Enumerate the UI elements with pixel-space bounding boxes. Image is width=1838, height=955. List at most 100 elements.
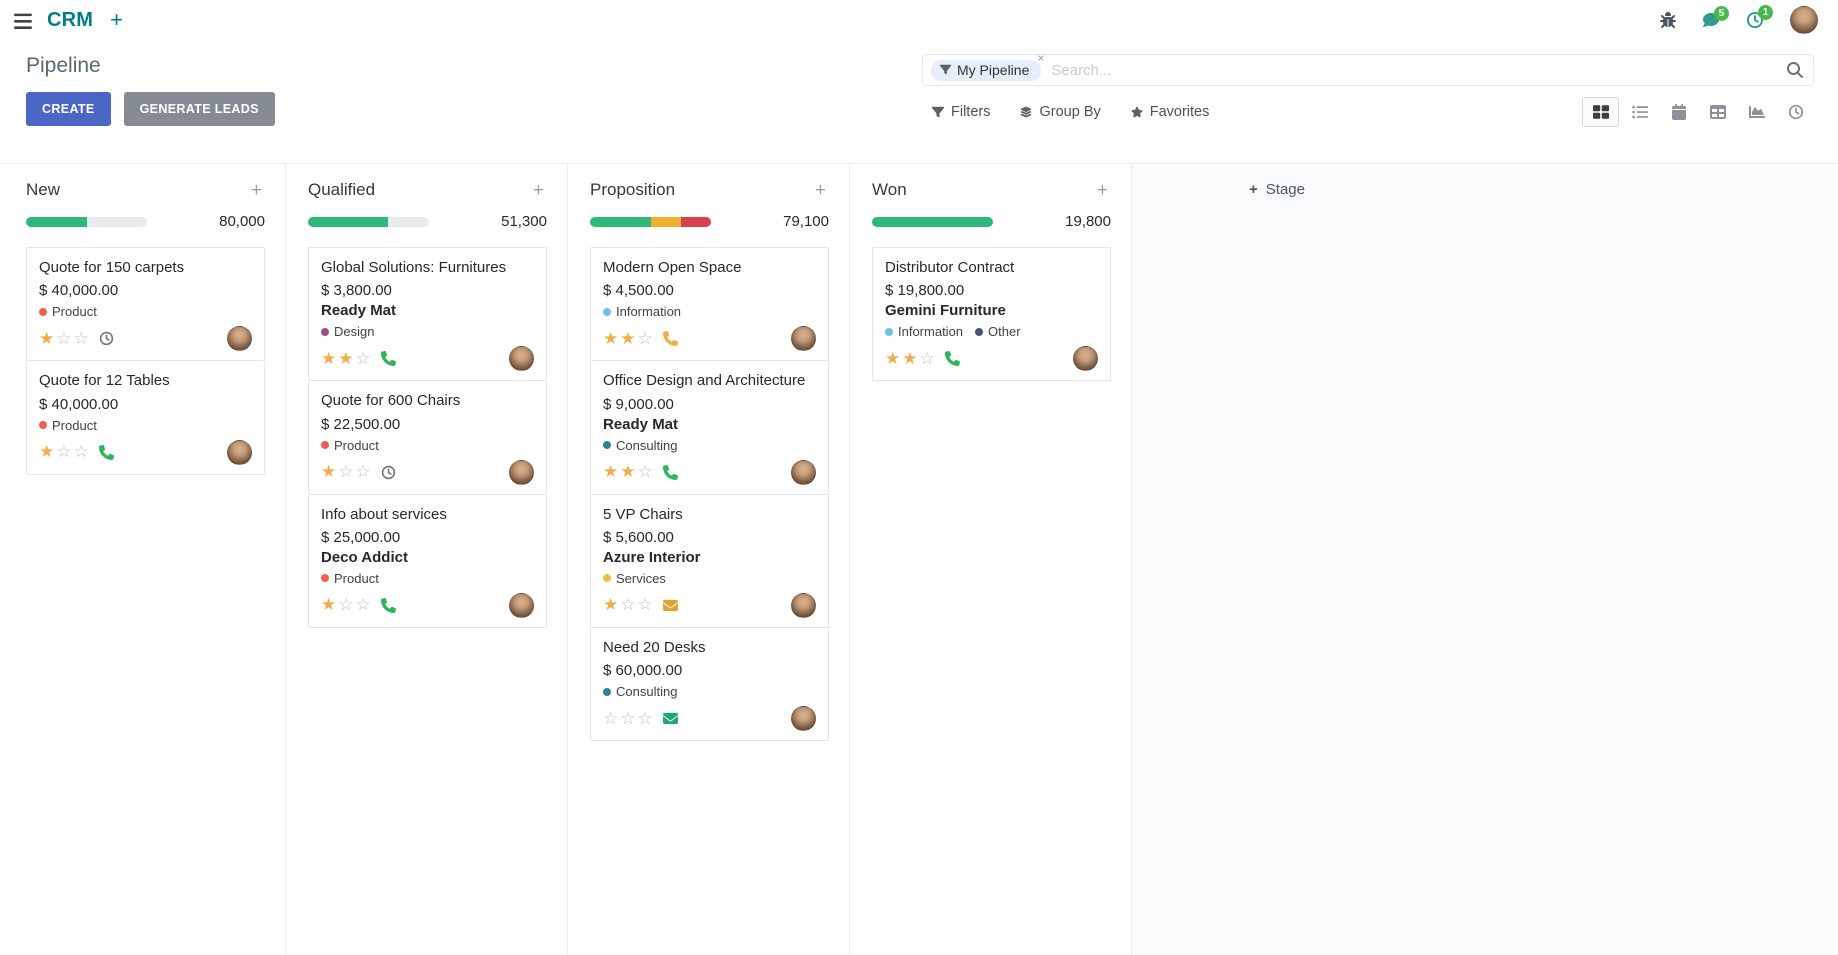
activity-phone-button[interactable] <box>662 331 678 347</box>
activity-phone-button[interactable] <box>380 597 396 613</box>
user-avatar <box>1790 6 1818 34</box>
priority-star[interactable]: ★ <box>39 328 55 348</box>
search-button[interactable] <box>1787 62 1803 78</box>
kanban-card[interactable]: Modern Open Space $ 4,500.00 Information… <box>590 247 829 362</box>
search-icon <box>1787 62 1803 78</box>
column-header: Proposition + <box>590 180 829 200</box>
priority-star[interactable]: ★ <box>338 348 354 368</box>
progress-segment[interactable] <box>680 216 711 227</box>
priority-star[interactable]: ★ <box>603 595 619 615</box>
priority-star[interactable]: ★ <box>39 442 55 461</box>
debug-button[interactable] <box>1660 12 1676 28</box>
view-switch-pivot-button[interactable] <box>1699 97 1736 127</box>
user-menu-button[interactable] <box>1790 6 1818 34</box>
priority-star[interactable]: ★ <box>902 348 918 368</box>
priority-star[interactable]: ☆ <box>56 442 72 461</box>
kanban-card[interactable]: 5 VP Chairs $ 5,600.00 Azure Interior Se… <box>590 494 829 628</box>
progress-segment[interactable] <box>650 216 681 227</box>
favorites-button[interactable]: Favorites <box>1131 104 1209 120</box>
priority-star[interactable]: ★ <box>885 348 901 368</box>
column-progressbar[interactable] <box>26 216 147 227</box>
priority-star[interactable]: ☆ <box>919 348 935 368</box>
control-panel-right: My Pipeline × Filters Group By Favorites <box>922 52 1814 127</box>
kanban-card[interactable]: Quote for 150 carpets $ 40,000.00 Produc… <box>26 247 265 362</box>
search-input[interactable] <box>1051 61 1787 79</box>
activity-phone-button[interactable] <box>380 351 396 367</box>
apps-menu-button[interactable] <box>14 11 32 29</box>
app-name[interactable]: CRM <box>47 8 94 31</box>
phone-icon <box>662 464 678 480</box>
card-amount: $ 60,000.00 <box>603 662 683 679</box>
priority-stars: ★ ☆ ☆ <box>321 596 373 614</box>
messages-button[interactable]: 5 <box>1702 6 1729 28</box>
navbar-plus-button[interactable]: + <box>110 7 124 32</box>
card-amount: $ 3,800.00 <box>321 282 392 300</box>
priority-star[interactable]: ★ <box>321 462 337 481</box>
view-switch-calendar-button[interactable] <box>1660 97 1697 127</box>
tag-color-dot <box>603 441 611 449</box>
priority-star[interactable]: ☆ <box>603 708 619 728</box>
generate-leads-button[interactable]: GENERATE LEADS <box>123 92 275 126</box>
priority-star[interactable]: ☆ <box>355 348 371 368</box>
priority-star[interactable]: ☆ <box>637 462 653 481</box>
kanban-card[interactable]: Need 20 Desks $ 60,000.00 Consulting ☆ ☆ ☆ <box>590 627 829 741</box>
priority-star[interactable]: ☆ <box>637 595 653 615</box>
group-by-button[interactable]: Group By <box>1020 104 1101 120</box>
activities-button[interactable]: 1 <box>1746 5 1773 29</box>
kanban-card[interactable]: Quote for 600 Chairs $ 22,500.00 Product… <box>308 381 547 495</box>
activity-phone-button[interactable] <box>98 444 114 460</box>
priority-star[interactable]: ★ <box>620 462 636 481</box>
view-switch-kanban-button[interactable] <box>1582 97 1619 127</box>
priority-star[interactable]: ☆ <box>56 328 72 348</box>
priority-star[interactable]: ★ <box>603 462 619 481</box>
salesperson-avatar <box>509 346 534 372</box>
progress-segment[interactable] <box>590 216 651 227</box>
priority-star[interactable]: ☆ <box>73 328 89 348</box>
priority-star[interactable]: ☆ <box>637 328 653 348</box>
activity-envelope-button[interactable] <box>662 711 678 726</box>
priority-star[interactable]: ☆ <box>355 462 371 481</box>
card-tag: Product <box>39 418 97 433</box>
progress-segment[interactable] <box>872 216 993 227</box>
priority-star[interactable]: ★ <box>603 328 619 348</box>
priority-star[interactable]: ☆ <box>355 595 371 615</box>
column-progressbar[interactable] <box>872 216 993 227</box>
view-switch-activity-button[interactable] <box>1777 97 1814 127</box>
column-add-button[interactable]: + <box>248 181 265 200</box>
kanban-board: New + 80,000 Quote for 150 carpets $ 40,… <box>0 164 1838 955</box>
activity-phone-button[interactable] <box>944 351 960 367</box>
progress-segment[interactable] <box>26 216 87 227</box>
priority-star[interactable]: ☆ <box>338 595 354 615</box>
kanban-card[interactable]: Info about services $ 25,000.00 Deco Add… <box>308 494 547 628</box>
priority-star[interactable]: ★ <box>321 595 337 615</box>
activity-clock-button[interactable] <box>381 465 396 480</box>
column-progressbar[interactable] <box>590 216 711 227</box>
activity-phone-button[interactable] <box>662 464 678 480</box>
kanban-card[interactable]: Distributor Contract $ 19,800.00 Gemini … <box>872 247 1111 382</box>
priority-star[interactable]: ★ <box>321 348 337 368</box>
progress-segment[interactable] <box>308 216 388 227</box>
priority-star[interactable]: ☆ <box>620 595 636 615</box>
activity-envelope-button[interactable] <box>662 598 678 613</box>
activity-clock-button[interactable] <box>99 331 114 346</box>
view-switch-list-button[interactable] <box>1621 97 1658 127</box>
kanban-card[interactable]: Global Solutions: Furnitures $ 3,800.00 … <box>308 247 547 382</box>
column-add-button[interactable]: + <box>812 181 829 200</box>
add-stage-button[interactable]: + Stage <box>1249 181 1305 198</box>
column-add-button[interactable]: + <box>1094 181 1111 200</box>
kanban-card[interactable]: Quote for 12 Tables $ 40,000.00 Product … <box>26 361 265 475</box>
phone-icon <box>380 597 396 613</box>
priority-star[interactable]: ★ <box>620 328 636 348</box>
salesperson-avatar <box>227 326 252 352</box>
priority-star[interactable]: ☆ <box>73 442 89 461</box>
priority-star[interactable]: ☆ <box>620 708 636 728</box>
column-add-button[interactable]: + <box>530 181 547 200</box>
priority-star[interactable]: ☆ <box>637 708 653 728</box>
create-button[interactable]: CREATE <box>26 92 111 126</box>
priority-star[interactable]: ☆ <box>338 462 354 481</box>
view-switch-graph-button[interactable] <box>1738 97 1775 127</box>
filters-button[interactable]: Filters <box>932 104 990 120</box>
column-progressbar[interactable] <box>308 216 429 227</box>
facet-remove-button[interactable]: × <box>1037 50 1045 65</box>
kanban-card[interactable]: Office Design and Architecture $ 9,000.0… <box>590 361 829 495</box>
